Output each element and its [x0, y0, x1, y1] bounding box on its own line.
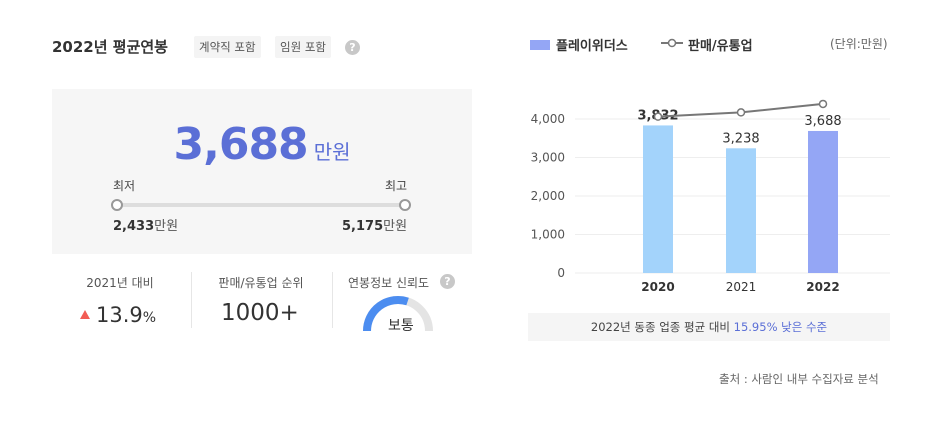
stats-divider: [332, 272, 333, 328]
yoy-value: 13.9: [96, 303, 143, 327]
yoy-label: 2021년 대비: [86, 276, 154, 290]
increase-arrow-icon: [80, 310, 90, 319]
stats-divider: [191, 272, 192, 328]
min-label: 최저: [113, 179, 136, 193]
y-tick-label: 1,000: [531, 227, 565, 241]
x-tick-label: 2020: [641, 280, 674, 294]
summary-prefix: 2022년 동종 업종 평균 대비: [590, 320, 730, 334]
legend-bar-swatch: [530, 40, 550, 50]
y-tick-label: 2,000: [531, 189, 565, 203]
salary-range-track: [117, 203, 405, 207]
page-title: 2022년 평균연봉: [52, 38, 168, 56]
rank-label: 판매/유통업 순위: [218, 276, 304, 290]
y-tick-label: 3,000: [531, 150, 565, 164]
max-salary: 5,175만원: [342, 215, 407, 234]
range-max-knob: [399, 199, 411, 211]
help-icon[interactable]: ?: [440, 274, 455, 289]
reliability-label: 연봉정보 신뢰도: [348, 276, 430, 290]
reliability-gauge: [363, 295, 433, 332]
industry-point: [653, 112, 663, 121]
max-salary-value: 5,175: [342, 219, 384, 234]
gauge-fill: [363, 295, 409, 332]
x-tick-label: 2021: [726, 280, 757, 294]
industry-point: [818, 99, 828, 109]
legend-industry-label: 판매/유통업: [688, 39, 753, 54]
average-salary-unit: 만원: [313, 140, 351, 164]
y-tick-label: 0: [557, 266, 565, 280]
salary-chart: 01,0002,0003,0004,0003,83220203,23820213…: [531, 99, 890, 294]
help-icon[interactable]: ?: [345, 40, 360, 55]
yoy-change: 13.9%: [80, 303, 156, 327]
average-salary: 3,688 만원: [52, 119, 472, 170]
range-min-knob: [111, 199, 123, 211]
tag-contract-included: 계약직 포함: [194, 36, 261, 58]
bar-value-label: 3,238: [722, 131, 759, 146]
y-tick-label: 4,000: [531, 112, 565, 126]
min-salary-unit: 만원: [154, 219, 179, 234]
tag-executive-included: 임원 포함: [275, 36, 331, 58]
industry-point: [736, 108, 746, 117]
legend-line-marker: [661, 38, 683, 48]
min-salary: 2,433만원: [113, 215, 178, 234]
summary-highlight: 15.95% 낮은 수준: [733, 320, 828, 334]
average-salary-value: 3,688: [173, 119, 309, 170]
legend-company: 플레이위더스: [530, 35, 628, 54]
unit-note: (단위:만원): [830, 37, 888, 51]
bar-value-label: 3,688: [804, 114, 841, 129]
comparison-summary: 2022년 동종 업종 평균 대비 15.95% 낮은 수준: [528, 313, 890, 341]
legend-company-label: 플레이위더스: [556, 39, 628, 54]
min-salary-value: 2,433: [113, 219, 155, 234]
x-tick-label: 2022: [806, 280, 839, 294]
yoy-unit: %: [142, 310, 157, 326]
max-salary-unit: 만원: [383, 219, 408, 234]
bar-2021: [726, 148, 756, 273]
max-label: 최고: [385, 179, 408, 193]
bar-2020: [643, 125, 673, 273]
bar-2022: [808, 130, 838, 273]
source-note: 출처 : 사람인 내부 수집자료 분석: [719, 372, 879, 386]
rank-value: 1000+: [221, 300, 299, 326]
average-salary-box: 3,688 만원 최저 최고 2,433만원 5,175만원: [52, 89, 472, 254]
reliability-value: 보통: [388, 318, 414, 334]
